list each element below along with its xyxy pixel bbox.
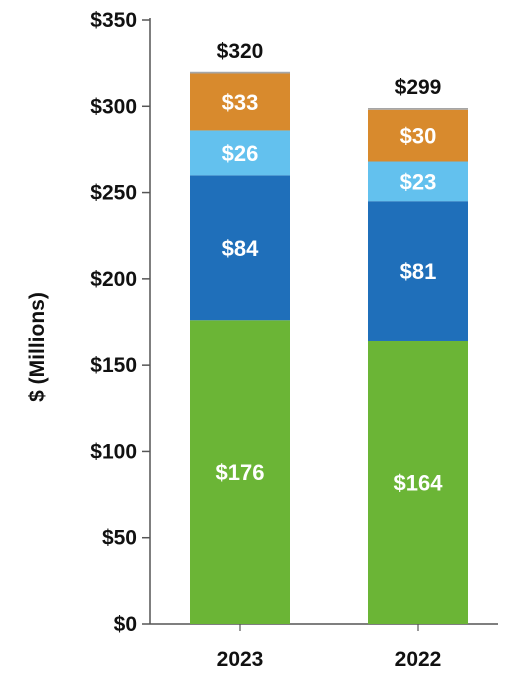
bar-value-label: $164 — [394, 470, 444, 495]
bar-segment — [190, 130, 290, 176]
bar-segment — [368, 340, 468, 624]
y-tick-label: $50 — [102, 527, 137, 550]
bar-value-label: $23 — [400, 169, 437, 194]
bar-segment — [368, 201, 468, 341]
bar-segment — [368, 109, 468, 162]
bar-value-label: $30 — [400, 124, 437, 149]
bars-layer — [190, 71, 468, 624]
x-tick-label: 2022 — [395, 648, 442, 671]
bar-segment — [190, 71, 290, 74]
bar-value-label: $33 — [222, 90, 259, 115]
bar-value-label: $26 — [222, 141, 259, 166]
bar-segment — [190, 73, 290, 131]
y-tick-label: $100 — [90, 440, 137, 463]
bar-value-label: $81 — [400, 259, 437, 284]
y-tick-label: $300 — [90, 95, 137, 118]
bar-segment — [190, 175, 290, 321]
x-tick-label: 2023 — [217, 648, 264, 671]
bar-segment — [190, 320, 290, 624]
bar-value-label: $176 — [216, 460, 265, 485]
y-tick-label: $350 — [90, 9, 137, 32]
bar-value-label: $84 — [222, 236, 259, 261]
y-tick-label: $200 — [90, 268, 137, 291]
total-label: $320 — [217, 40, 264, 63]
bar-segment — [368, 161, 468, 202]
y-tick-label: $150 — [90, 354, 137, 377]
axis-layer: $0 $50 $100 $150 $200 $250 $300 $350 — [90, 9, 498, 636]
y-tick-label: $0 — [114, 613, 137, 636]
y-tick-label: $250 — [90, 182, 137, 205]
bar-segment — [368, 108, 468, 110]
y-axis-title: $ (Millions) — [26, 292, 49, 402]
labels-layer: $176 $84 $26 $33 $320 2023 $164 $81 $23 $30 $299 20… — [216, 40, 444, 671]
total-label: $299 — [395, 76, 442, 99]
